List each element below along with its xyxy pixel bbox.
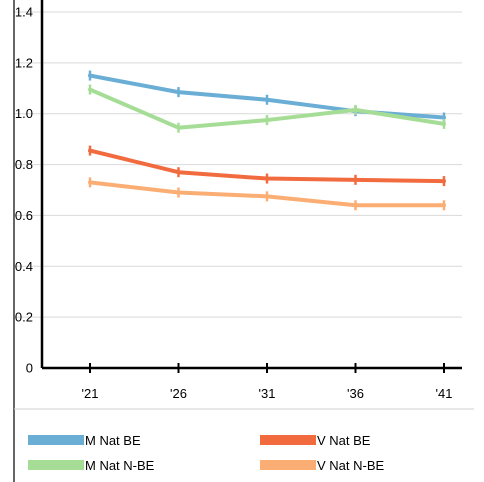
legend-label: M Nat BE: [85, 433, 141, 448]
y-tick-label: 0.8: [15, 157, 33, 172]
x-tick-label: '31: [259, 386, 276, 401]
x-tick-label: '41: [436, 386, 453, 401]
x-tick-label: '36: [347, 386, 364, 401]
legend: M Nat BE M Nat N-BE V Nat BE V Nat N-BE: [28, 433, 385, 473]
legend-swatch: [260, 435, 316, 445]
x-tick-label: '26: [170, 386, 187, 401]
x-tick-label: '21: [82, 386, 99, 401]
y-tick-label: 0: [26, 361, 33, 376]
legend-swatch: [260, 460, 316, 470]
series-lines: [88, 70, 446, 211]
y-tick-label: 0.2: [15, 310, 33, 325]
legend-swatch: [28, 435, 84, 445]
tick-labels: 0 0.2 0.4 0.6 0.8 1.0 1.2 1.4 '21 '26 '31 '36 '41: [15, 5, 453, 402]
legend-label: M Nat N-BE: [85, 458, 155, 473]
grid-lines: [14, 11, 462, 318]
y-tick-label: 1.4: [15, 5, 33, 20]
legend-label: V Nat BE: [317, 433, 371, 448]
legend-swatch: [28, 460, 84, 470]
y-tick-label: 1.0: [15, 106, 33, 121]
axes: [13, 0, 474, 482]
legend-label: V Nat N-BE: [317, 458, 385, 473]
y-tick-label: 1.2: [15, 55, 33, 70]
y-tick-label: 0.4: [15, 259, 33, 274]
y-tick-label: 0.6: [15, 208, 33, 223]
